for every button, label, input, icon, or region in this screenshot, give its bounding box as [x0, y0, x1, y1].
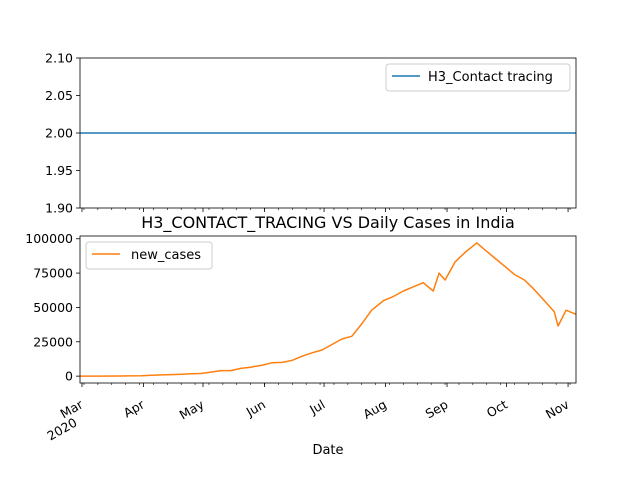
top-y-tick-label: 1.95 — [45, 163, 73, 178]
top-legend-box — [385, 63, 571, 92]
top-y-tick-label: 1.90 — [45, 201, 73, 216]
top-plot-frame — [79, 57, 577, 209]
bottom-legend: new_cases — [85, 241, 213, 270]
bottom-y-tick-label: 100000 — [25, 231, 73, 246]
bottom-y-tick-label: 0 — [65, 369, 73, 384]
bottom-series-lines — [80, 242, 577, 377]
top-y-axis-ticks: 1.90 1.95 2.00 2.05 2.10 — [45, 51, 80, 216]
bottom-plot-frame — [79, 235, 577, 384]
top-y-tick-label: 2.05 — [45, 88, 73, 103]
bottom-y-tick-label: 75000 — [33, 266, 73, 281]
x-axis-label: Date — [312, 443, 343, 458]
bottom-y-tick-label: 50000 — [33, 300, 73, 315]
top-y-tick-label: 2.00 — [45, 126, 73, 141]
bottom-legend-box — [85, 241, 213, 270]
bottom-y-tick-label: 25000 — [33, 334, 73, 349]
top-chart: 1.90 1.95 2.00 2.05 2.10 H3_Contact tracing — [45, 51, 577, 216]
chart-title: H3_CONTACT_TRACING VS Daily Cases in Ind… — [141, 213, 515, 233]
top-legend: H3_Contact tracing — [385, 63, 571, 92]
series-line-new-cases — [80, 242, 577, 377]
bottom-x-tick-label: Jul — [306, 397, 327, 418]
top-y-tick-label: 2.10 — [45, 51, 73, 66]
bottom-legend-label: new_cases — [131, 248, 201, 263]
bottom-y-axis-ticks: 0 25000 50000 75000 100000 — [25, 231, 80, 384]
top-legend-label: H3_Contact tracing — [428, 70, 553, 85]
